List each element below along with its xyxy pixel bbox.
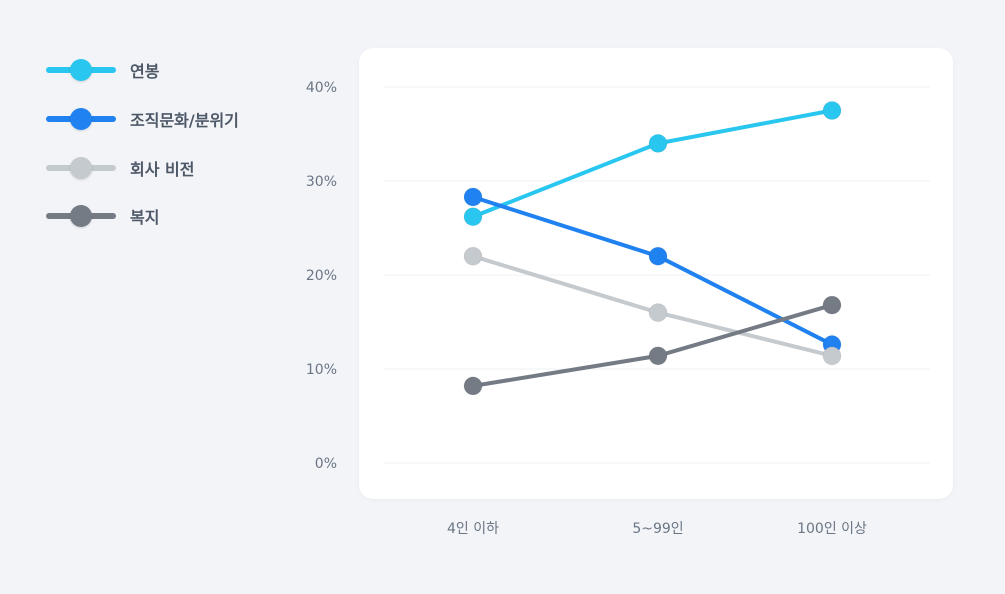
data-point bbox=[822, 295, 842, 315]
legend: 연봉 조직문화/분위기 회사 비전 복지 bbox=[44, 46, 239, 241]
data-point bbox=[648, 246, 668, 266]
legend-label-welfare: 복지 bbox=[130, 208, 160, 228]
data-point bbox=[463, 376, 483, 396]
y-tick-label: 30% bbox=[306, 174, 337, 190]
legend-swatch-culture bbox=[44, 102, 118, 136]
y-tick-label: 0% bbox=[315, 456, 337, 472]
series-line bbox=[471, 108, 834, 219]
legend-dot-salary bbox=[70, 59, 92, 82]
data-point bbox=[463, 187, 483, 207]
legend-swatch-salary bbox=[44, 53, 118, 87]
legend-item-vision: 회사 비전 bbox=[44, 143, 239, 192]
legend-swatch-welfare bbox=[44, 199, 118, 233]
legend-item-culture: 조직문화/분위기 bbox=[44, 95, 239, 144]
x-tick-label: 5~99인 bbox=[632, 521, 683, 537]
data-point bbox=[648, 303, 668, 323]
y-tick-label: 20% bbox=[306, 268, 337, 284]
data-point bbox=[822, 101, 842, 120]
data-point bbox=[463, 246, 483, 266]
legend-swatch-vision bbox=[44, 151, 118, 185]
legend-dot-welfare bbox=[70, 205, 92, 228]
plot-area bbox=[359, 48, 953, 499]
data-point bbox=[463, 207, 483, 227]
data-point bbox=[648, 133, 668, 153]
x-tick-label: 100인 이상 bbox=[797, 521, 867, 537]
legend-item-welfare: 복지 bbox=[44, 192, 239, 241]
x-tick-label: 4인 이하 bbox=[447, 521, 499, 537]
legend-dot-culture bbox=[70, 108, 92, 131]
legend-label-salary: 연봉 bbox=[130, 62, 160, 82]
legend-label-vision: 회사 비전 bbox=[130, 159, 195, 179]
data-point bbox=[648, 346, 668, 366]
data-point bbox=[822, 346, 842, 366]
legend-item-salary: 연봉 bbox=[44, 46, 239, 95]
y-tick-label: 40% bbox=[306, 80, 337, 96]
legend-label-culture: 조직문화/분위기 bbox=[130, 111, 239, 131]
y-tick-label: 10% bbox=[306, 362, 337, 378]
legend-dot-vision bbox=[70, 156, 92, 179]
